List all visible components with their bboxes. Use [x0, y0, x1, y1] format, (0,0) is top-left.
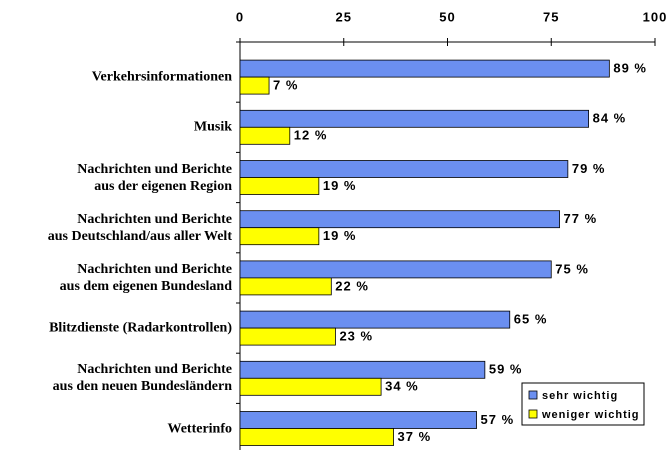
category-label: Musik: [193, 119, 232, 135]
bar: [239, 428, 394, 446]
bar: [239, 109, 590, 128]
value-label: 19 %: [323, 178, 357, 193]
value-label: 34 %: [385, 379, 419, 394]
category-label: Blitzdienste (Radarkontrollen): [49, 320, 232, 336]
bar: [239, 310, 511, 329]
value-label: 12 %: [294, 128, 328, 143]
category-label: Wetterinfo: [167, 421, 232, 436]
bar: [239, 360, 486, 379]
category-label: Nachrichten und Berichte aus dem eigenen…: [59, 261, 232, 294]
x-tick-label: 0: [236, 9, 244, 24]
legend-swatch: [528, 409, 538, 419]
value-label: 37 %: [398, 429, 432, 444]
legend-swatch: [528, 390, 538, 400]
category-label: Nachrichten und Berichte aus den neuen B…: [52, 362, 232, 395]
value-label: 84 %: [593, 111, 627, 126]
x-tick-label: 100: [643, 9, 668, 24]
value-label: 65 %: [514, 312, 548, 327]
bar: [239, 277, 332, 296]
value-label: 77 %: [564, 211, 598, 226]
bar: [239, 126, 291, 145]
value-label: 57 %: [481, 412, 515, 427]
x-tick-label: 50: [439, 9, 455, 24]
value-label: 59 %: [489, 362, 523, 377]
legend-label: sehr wichtig: [542, 390, 618, 402]
value-label: 23 %: [339, 329, 373, 344]
bar: [239, 160, 569, 178]
x-tick-label: 75: [543, 9, 559, 24]
value-label: 19 %: [323, 228, 357, 243]
bar: [239, 227, 320, 246]
bar: [239, 210, 560, 229]
category-label: Nachrichten und Berichte aus Deutschland…: [47, 211, 232, 244]
category-label: Verkehrsinformationen: [91, 69, 232, 85]
bar: [239, 377, 382, 396]
bar: [239, 76, 270, 95]
x-tick-label: 25: [336, 9, 352, 24]
legend-box: [521, 382, 645, 426]
bar: [239, 59, 610, 78]
value-label: 79 %: [572, 161, 606, 176]
bar: [239, 411, 477, 429]
value-label: 89 %: [613, 61, 647, 76]
value-label: 75 %: [555, 261, 589, 276]
value-label: 22 %: [335, 278, 369, 293]
legend: sehr wichtig weniger wichtig: [521, 382, 645, 426]
bar: [239, 327, 336, 346]
bar: [239, 260, 552, 279]
legend-label: weniger wichtig: [541, 409, 640, 421]
category-label: Nachrichten und Berichte aus der eigenen…: [77, 161, 232, 194]
bar: [239, 177, 320, 195]
value-label: 7 %: [273, 78, 298, 93]
